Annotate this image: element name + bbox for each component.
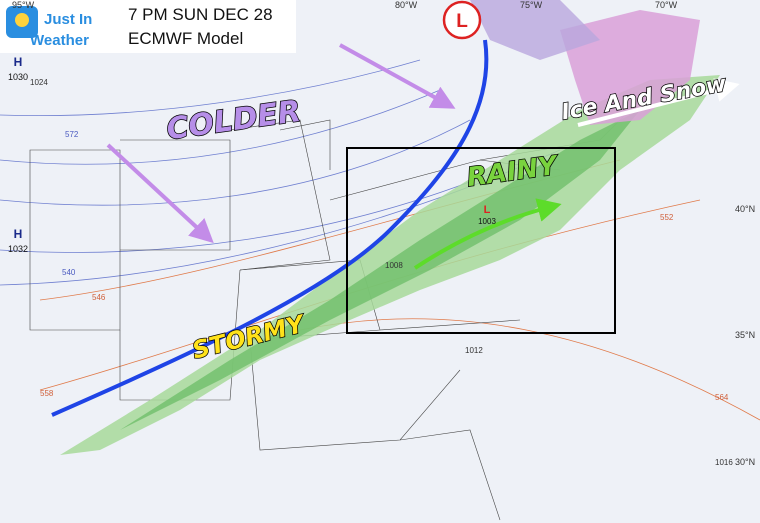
arrow <box>339 43 456 109</box>
header-box <box>0 0 296 53</box>
logo-text: Just In <box>44 11 92 28</box>
grid-label: 30°N <box>735 457 755 467</box>
arrow <box>106 143 214 244</box>
arrow <box>413 198 562 270</box>
contour-label: 552 <box>660 213 674 222</box>
pressure-symbol: H <box>14 227 23 241</box>
contour-label: 564 <box>715 393 729 402</box>
contour-label: 1012 <box>465 346 483 355</box>
pressure-symbol: H <box>14 55 23 69</box>
contour-label: 558 <box>40 389 54 398</box>
valid-time: 7 PM SUN DEC 28 <box>128 5 273 24</box>
arrow <box>577 78 740 127</box>
pressure-symbol: L <box>484 204 491 216</box>
heavy-rain-area <box>120 110 640 430</box>
grid-label: 75°W <box>520 0 543 10</box>
model-name: ECMWF Model <box>128 29 243 48</box>
grid-label: 35°N <box>735 330 755 340</box>
pressure-value: 1030 <box>8 72 28 82</box>
pressure-value: 1032 <box>8 244 28 254</box>
pressure-value: 1003 <box>478 217 496 226</box>
cold-front <box>51 39 489 417</box>
contour-label: 546 <box>92 293 106 302</box>
logo-sun <box>15 13 29 27</box>
low-marker-label: L <box>456 11 468 32</box>
contour-label: 572 <box>65 130 79 139</box>
snow-area <box>470 0 600 60</box>
low-marker <box>442 0 482 40</box>
logo-text: Weather <box>30 32 89 49</box>
grid-label: 70°W <box>655 0 678 10</box>
contour-label: 540 <box>62 268 76 277</box>
contour-label: 1008 <box>385 261 403 270</box>
grid-label: 40°N <box>735 204 755 214</box>
contour-label: 1016 <box>715 458 733 467</box>
grid-label: 80°W <box>395 0 418 10</box>
grid-label: 95°W <box>12 0 35 10</box>
contour-label: 1024 <box>30 78 48 87</box>
focus-box <box>346 147 616 334</box>
